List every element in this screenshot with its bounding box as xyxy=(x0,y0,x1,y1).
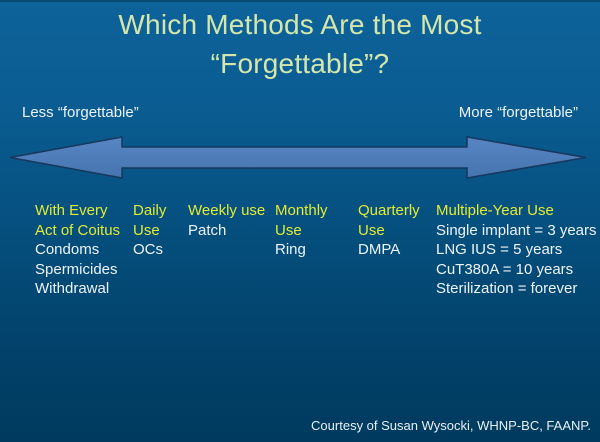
column-heading: Daily xyxy=(133,202,167,219)
column-heading: Multiple-Year Use xyxy=(436,202,554,219)
method-item: OCs xyxy=(133,241,163,258)
column-heading: Use xyxy=(358,221,385,239)
column-heading: Use xyxy=(133,221,160,239)
method-item: Withdrawal xyxy=(35,280,110,297)
column-heading: With Every xyxy=(35,202,108,219)
method-item: Condoms xyxy=(35,241,100,258)
method-item: Single implant = 3 years xyxy=(436,221,597,239)
method-item: Spermicides xyxy=(35,260,118,278)
column-heading: Weekly use xyxy=(188,202,266,219)
method-column-daily: Daily Use OCs xyxy=(133,201,166,260)
method-item: Sterilization = forever xyxy=(436,280,578,297)
method-item: LNG IUS = 5 years xyxy=(436,241,563,258)
column-heading: Monthly xyxy=(275,202,328,219)
column-heading: Use xyxy=(275,221,302,239)
method-column-weekly: Weekly use Patch xyxy=(188,201,265,240)
column-heading: Act of Coitus xyxy=(35,221,121,239)
page-title-line-2: “Forgettable”? xyxy=(210,48,390,79)
column-heading: Quarterly xyxy=(358,202,420,219)
method-column-coitus: With Every Act of Coitus Condoms Spermic… xyxy=(35,201,120,299)
method-item: Ring xyxy=(275,241,306,258)
method-item: CuT380A = 10 years xyxy=(436,260,574,278)
method-item: DMPA xyxy=(358,241,401,258)
method-column-multiyear: Multiple-Year Use Single implant = 3 yea… xyxy=(436,201,597,299)
page-title: Which Methods Are the Most “Forgettable”… xyxy=(0,5,600,83)
page-title-line-1: Which Methods Are the Most xyxy=(118,9,482,40)
credit-text: Courtesy of Susan Wysocki, WHNP-BC, FAAN… xyxy=(311,418,591,433)
less-forgettable-label: Less “forgettable” xyxy=(22,104,139,121)
method-item: Patch xyxy=(188,221,227,239)
method-column-quarterly: Quarterly Use DMPA xyxy=(358,201,420,260)
more-forgettable-label: More “forgettable” xyxy=(458,104,578,121)
method-column-monthly: Monthly Use Ring xyxy=(275,201,328,260)
double-arrow-icon xyxy=(0,130,600,186)
